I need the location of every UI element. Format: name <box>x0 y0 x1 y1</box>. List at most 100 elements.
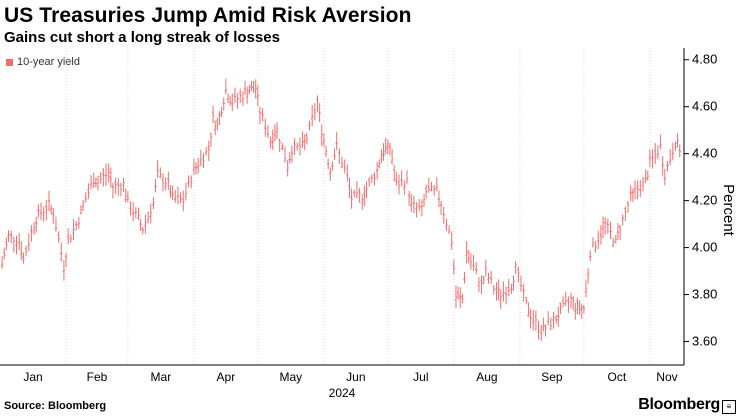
ohlc-bar <box>418 198 421 212</box>
ohlc-bar <box>578 300 581 315</box>
ohlc-bar <box>534 310 538 331</box>
brand-logo: Bloomberg <box>638 396 720 413</box>
ohlc-bar <box>651 149 654 169</box>
ohlc-bar <box>567 296 570 313</box>
ohlc-bar <box>222 97 225 111</box>
ohlc-bar <box>574 303 577 320</box>
ohlc-bar <box>250 80 253 91</box>
ohlc-bar <box>378 159 381 169</box>
ohlc-bar <box>452 259 456 275</box>
x-axis: Jan Feb Mar Apr May Jun Jul Aug Sep Oct Nov 2024 <box>0 364 684 400</box>
ohlc-bar <box>546 311 550 326</box>
ohlc-bar <box>52 208 55 225</box>
ohlc-bar <box>420 199 424 217</box>
ohlc-bar <box>363 185 366 207</box>
x-tick-label: Oct <box>608 370 627 384</box>
ohlc-bar <box>559 302 562 315</box>
ohlc-bar <box>164 177 167 191</box>
ohlc-bar <box>239 88 242 103</box>
ohlc-bar <box>395 172 398 186</box>
ohlc-bar <box>117 178 120 197</box>
ohlc-bar <box>492 285 496 295</box>
ohlc-bar <box>517 266 520 283</box>
ohlc-bar <box>37 204 40 218</box>
ohlc-bar <box>179 192 182 204</box>
ohlc-bar <box>644 169 647 183</box>
ohlc-bar <box>214 120 217 136</box>
ohlc-bar <box>529 308 532 329</box>
ohlc-bar <box>216 117 219 131</box>
ohlc-bar <box>301 131 304 148</box>
ohlc-bar <box>487 273 490 284</box>
ohlc-bar <box>386 139 390 155</box>
ohlc-bar <box>169 185 172 198</box>
ohlc-bar <box>137 207 140 220</box>
ohlc-bar <box>17 233 21 251</box>
ohlc-bar <box>241 91 245 106</box>
ohlc-bar <box>159 167 162 179</box>
ohlc-bar <box>424 184 428 199</box>
ohlc-bar <box>616 223 620 240</box>
ohlc-bar <box>79 204 83 215</box>
y-tick-label: 4.80 <box>692 52 717 67</box>
ohlc-bar <box>298 137 302 156</box>
ohlc-bar <box>609 221 612 240</box>
ohlc-bar <box>589 250 592 262</box>
ohlc-bar <box>290 145 294 163</box>
ohlc-bar <box>84 192 87 203</box>
ohlc-bar <box>194 162 198 175</box>
ohlc-bar <box>624 206 627 222</box>
ohlc-bar <box>192 158 196 176</box>
ohlc-bar <box>454 285 458 309</box>
ohlc-bar <box>495 282 498 301</box>
ohlc-bar <box>264 118 267 137</box>
ohlc-bar <box>20 241 23 261</box>
ohlc-bar <box>358 188 361 203</box>
ohlc-bar <box>393 164 396 182</box>
ohlc-bar <box>3 247 6 260</box>
ohlc-bar <box>661 156 664 176</box>
legend: 10-year yield <box>6 56 80 68</box>
ohlc-bar <box>532 309 535 331</box>
ohlc-bar <box>104 163 108 186</box>
ohlc-bar <box>412 195 416 214</box>
ohlc-bar <box>7 230 10 242</box>
ohlc-bar <box>62 259 66 281</box>
ohlc-bar <box>275 122 279 140</box>
ohlc-bar <box>447 225 451 234</box>
ohlc-bar <box>273 124 277 142</box>
x-tick-label: Sep <box>541 370 563 384</box>
ohlc-bar <box>187 175 190 188</box>
ohlc-bar <box>400 170 403 187</box>
ohlc-bar <box>161 173 165 192</box>
ohlc-bar <box>654 143 657 164</box>
ohlc-bar <box>204 147 208 156</box>
ohlc-bar <box>390 148 394 165</box>
ohlc-bar <box>522 283 525 302</box>
ohlc-bar <box>72 219 75 241</box>
ohlc-bar <box>313 102 317 121</box>
ohlc-bar <box>199 149 203 167</box>
ohlc-bar <box>318 103 321 123</box>
ohlc-bar <box>202 153 205 169</box>
x-tick-label: Aug <box>476 370 497 384</box>
ohlc-bar <box>154 179 157 193</box>
ohlc-bar <box>502 281 505 302</box>
ohlc-bar <box>641 176 645 192</box>
ohlc-bar <box>124 188 127 203</box>
y-tick-label: 4.60 <box>692 99 717 114</box>
ohlc-bar <box>305 132 309 145</box>
ohlc-bar <box>12 237 16 253</box>
ohlc-bar <box>324 145 328 157</box>
ohlc-bar <box>228 95 232 107</box>
ohlc-bar <box>196 157 200 174</box>
ohlc-bar <box>57 231 60 243</box>
ohlc-bar <box>245 86 249 104</box>
chart-subtitle: Gains cut short a long streak of losses <box>4 29 280 46</box>
x-tick-label: Apr <box>217 370 236 384</box>
ohlc-bar <box>639 180 642 197</box>
ohlc-bar <box>445 218 448 231</box>
y-tick-label: 4.00 <box>692 240 717 255</box>
ohlc-bar <box>606 218 610 234</box>
ohlc-bar <box>350 188 353 209</box>
